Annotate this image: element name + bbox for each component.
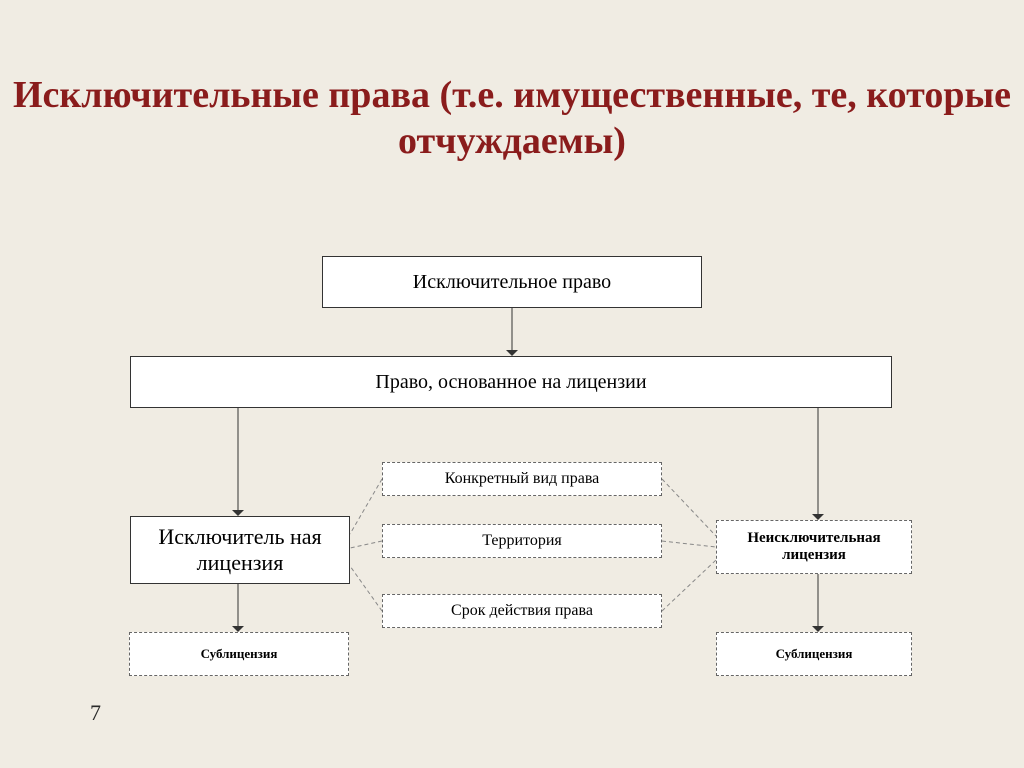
node-root: Исключительное право [322,256,702,308]
node-territory: Территория [382,524,662,558]
node-sublic_l: Сублицензия [129,632,349,676]
node-excl_lic: Исключитель ная лицензия [130,516,350,584]
node-license: Право, основанное на лицензии [130,356,892,408]
node-sublic_r: Сублицензия [716,632,912,676]
node-kind: Конкретный вид права [382,462,662,496]
node-nonexcl: Неисключительная лицензия [716,520,912,574]
node-term: Срок действия права [382,594,662,628]
page-number: 7 [90,700,101,726]
slide-title: Исключительные права (т.е. имущественные… [0,72,1024,164]
